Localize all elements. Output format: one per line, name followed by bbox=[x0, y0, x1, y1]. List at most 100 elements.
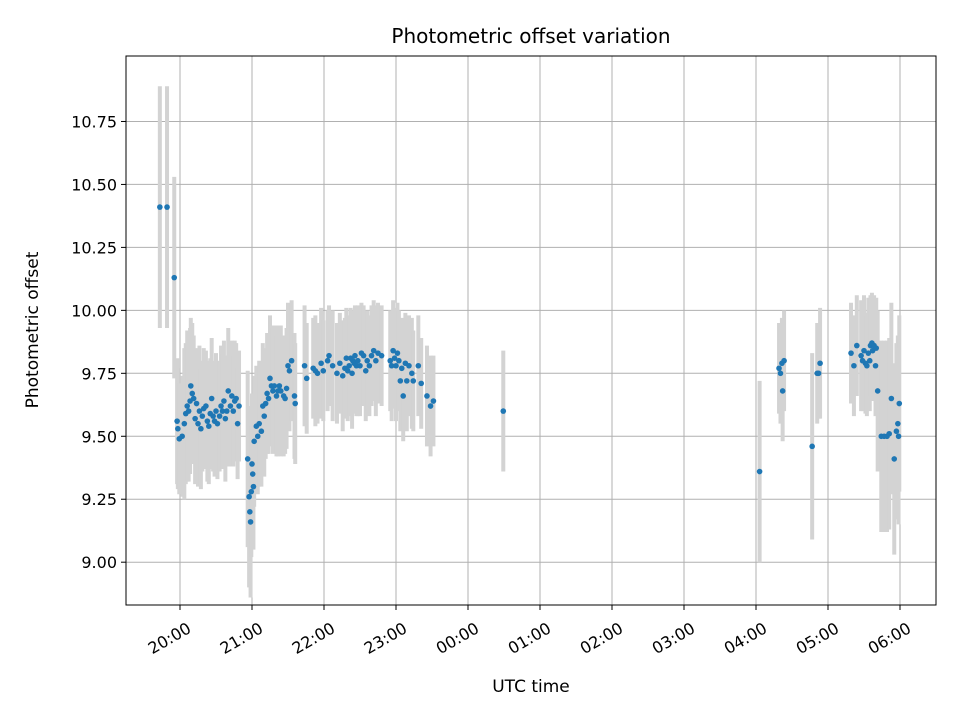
data-point bbox=[288, 357, 295, 364]
data-point bbox=[409, 370, 415, 377]
data-point bbox=[854, 342, 860, 349]
data-point bbox=[254, 433, 261, 440]
data-point bbox=[179, 433, 185, 440]
data-point bbox=[393, 362, 399, 369]
data-point bbox=[249, 471, 256, 477]
data-point bbox=[777, 370, 784, 377]
data-point bbox=[216, 413, 223, 419]
data-point bbox=[236, 403, 242, 409]
data-point bbox=[817, 360, 823, 367]
data-point bbox=[388, 362, 395, 369]
data-point bbox=[861, 347, 867, 354]
data-point bbox=[397, 378, 404, 384]
data-point bbox=[188, 383, 194, 389]
data-point bbox=[303, 375, 310, 382]
data-point bbox=[373, 357, 379, 364]
data-point bbox=[282, 395, 288, 402]
data-point bbox=[396, 357, 402, 364]
data-point bbox=[352, 352, 358, 359]
data-point bbox=[781, 357, 787, 364]
data-point bbox=[221, 398, 227, 404]
data-point bbox=[874, 388, 881, 394]
y-tick-label: 10.75 bbox=[71, 112, 117, 131]
data-point bbox=[864, 362, 870, 369]
data-point bbox=[872, 362, 879, 369]
data-point bbox=[192, 415, 198, 422]
data-point bbox=[291, 393, 298, 399]
data-point bbox=[866, 357, 873, 364]
data-point bbox=[404, 378, 410, 384]
data-point bbox=[500, 408, 507, 414]
data-point bbox=[174, 418, 180, 424]
data-point bbox=[218, 403, 224, 409]
data-point bbox=[278, 388, 284, 394]
data-point bbox=[234, 420, 241, 427]
data-point bbox=[406, 362, 412, 369]
data-point bbox=[324, 357, 331, 364]
data-point bbox=[400, 393, 407, 399]
data-point bbox=[175, 425, 181, 432]
data-point bbox=[873, 345, 880, 351]
data-point bbox=[224, 408, 230, 414]
y-axis-label: Photometric offset bbox=[23, 251, 43, 408]
chart-title: Photometric offset variation bbox=[391, 24, 670, 48]
data-point bbox=[190, 395, 197, 402]
data-point bbox=[337, 360, 343, 367]
data-point bbox=[206, 423, 212, 429]
data-point bbox=[865, 350, 872, 356]
data-point bbox=[301, 362, 308, 369]
data-point bbox=[366, 362, 373, 369]
data-point bbox=[230, 408, 237, 414]
data-point bbox=[195, 420, 201, 427]
data-point bbox=[378, 352, 385, 359]
data-point bbox=[219, 408, 226, 414]
data-point bbox=[214, 420, 221, 427]
data-point bbox=[776, 365, 782, 372]
data-point bbox=[244, 456, 251, 462]
data-point bbox=[264, 390, 270, 397]
y-tick-label: 9.00 bbox=[81, 553, 117, 572]
data-point bbox=[171, 274, 178, 281]
data-point bbox=[276, 383, 283, 389]
data-point bbox=[203, 403, 209, 409]
data-point bbox=[256, 420, 263, 427]
data-point bbox=[258, 428, 265, 435]
data-point bbox=[888, 395, 895, 402]
data-point bbox=[198, 425, 204, 432]
data-point bbox=[233, 395, 239, 402]
data-point bbox=[410, 378, 417, 384]
data-point bbox=[339, 373, 346, 379]
y-tick-label: 9.50 bbox=[81, 427, 117, 446]
data-point bbox=[271, 383, 278, 389]
data-point bbox=[415, 362, 422, 369]
data-point bbox=[292, 400, 299, 407]
data-point bbox=[265, 395, 272, 402]
data-point bbox=[809, 443, 815, 450]
x-axis-label: UTC time bbox=[492, 677, 570, 697]
data-point bbox=[283, 385, 290, 392]
data-point bbox=[227, 403, 234, 409]
data-point bbox=[424, 393, 430, 399]
data-point bbox=[346, 362, 353, 369]
data-point bbox=[208, 395, 215, 402]
data-point bbox=[204, 418, 211, 424]
data-point bbox=[270, 388, 276, 394]
data-point bbox=[196, 408, 203, 414]
data-point bbox=[326, 352, 332, 359]
data-point bbox=[858, 352, 864, 359]
y-tick-label: 10.00 bbox=[71, 301, 117, 320]
data-point bbox=[779, 388, 786, 394]
data-point bbox=[247, 519, 254, 525]
data-point bbox=[213, 408, 219, 414]
data-point bbox=[181, 420, 188, 427]
data-point bbox=[189, 390, 196, 397]
data-point bbox=[895, 420, 901, 427]
data-point bbox=[368, 352, 375, 359]
data-point bbox=[430, 398, 437, 404]
data-point bbox=[343, 355, 350, 362]
data-point bbox=[248, 488, 255, 495]
data-point bbox=[329, 362, 336, 369]
data-point bbox=[184, 403, 190, 409]
data-point bbox=[390, 347, 396, 354]
